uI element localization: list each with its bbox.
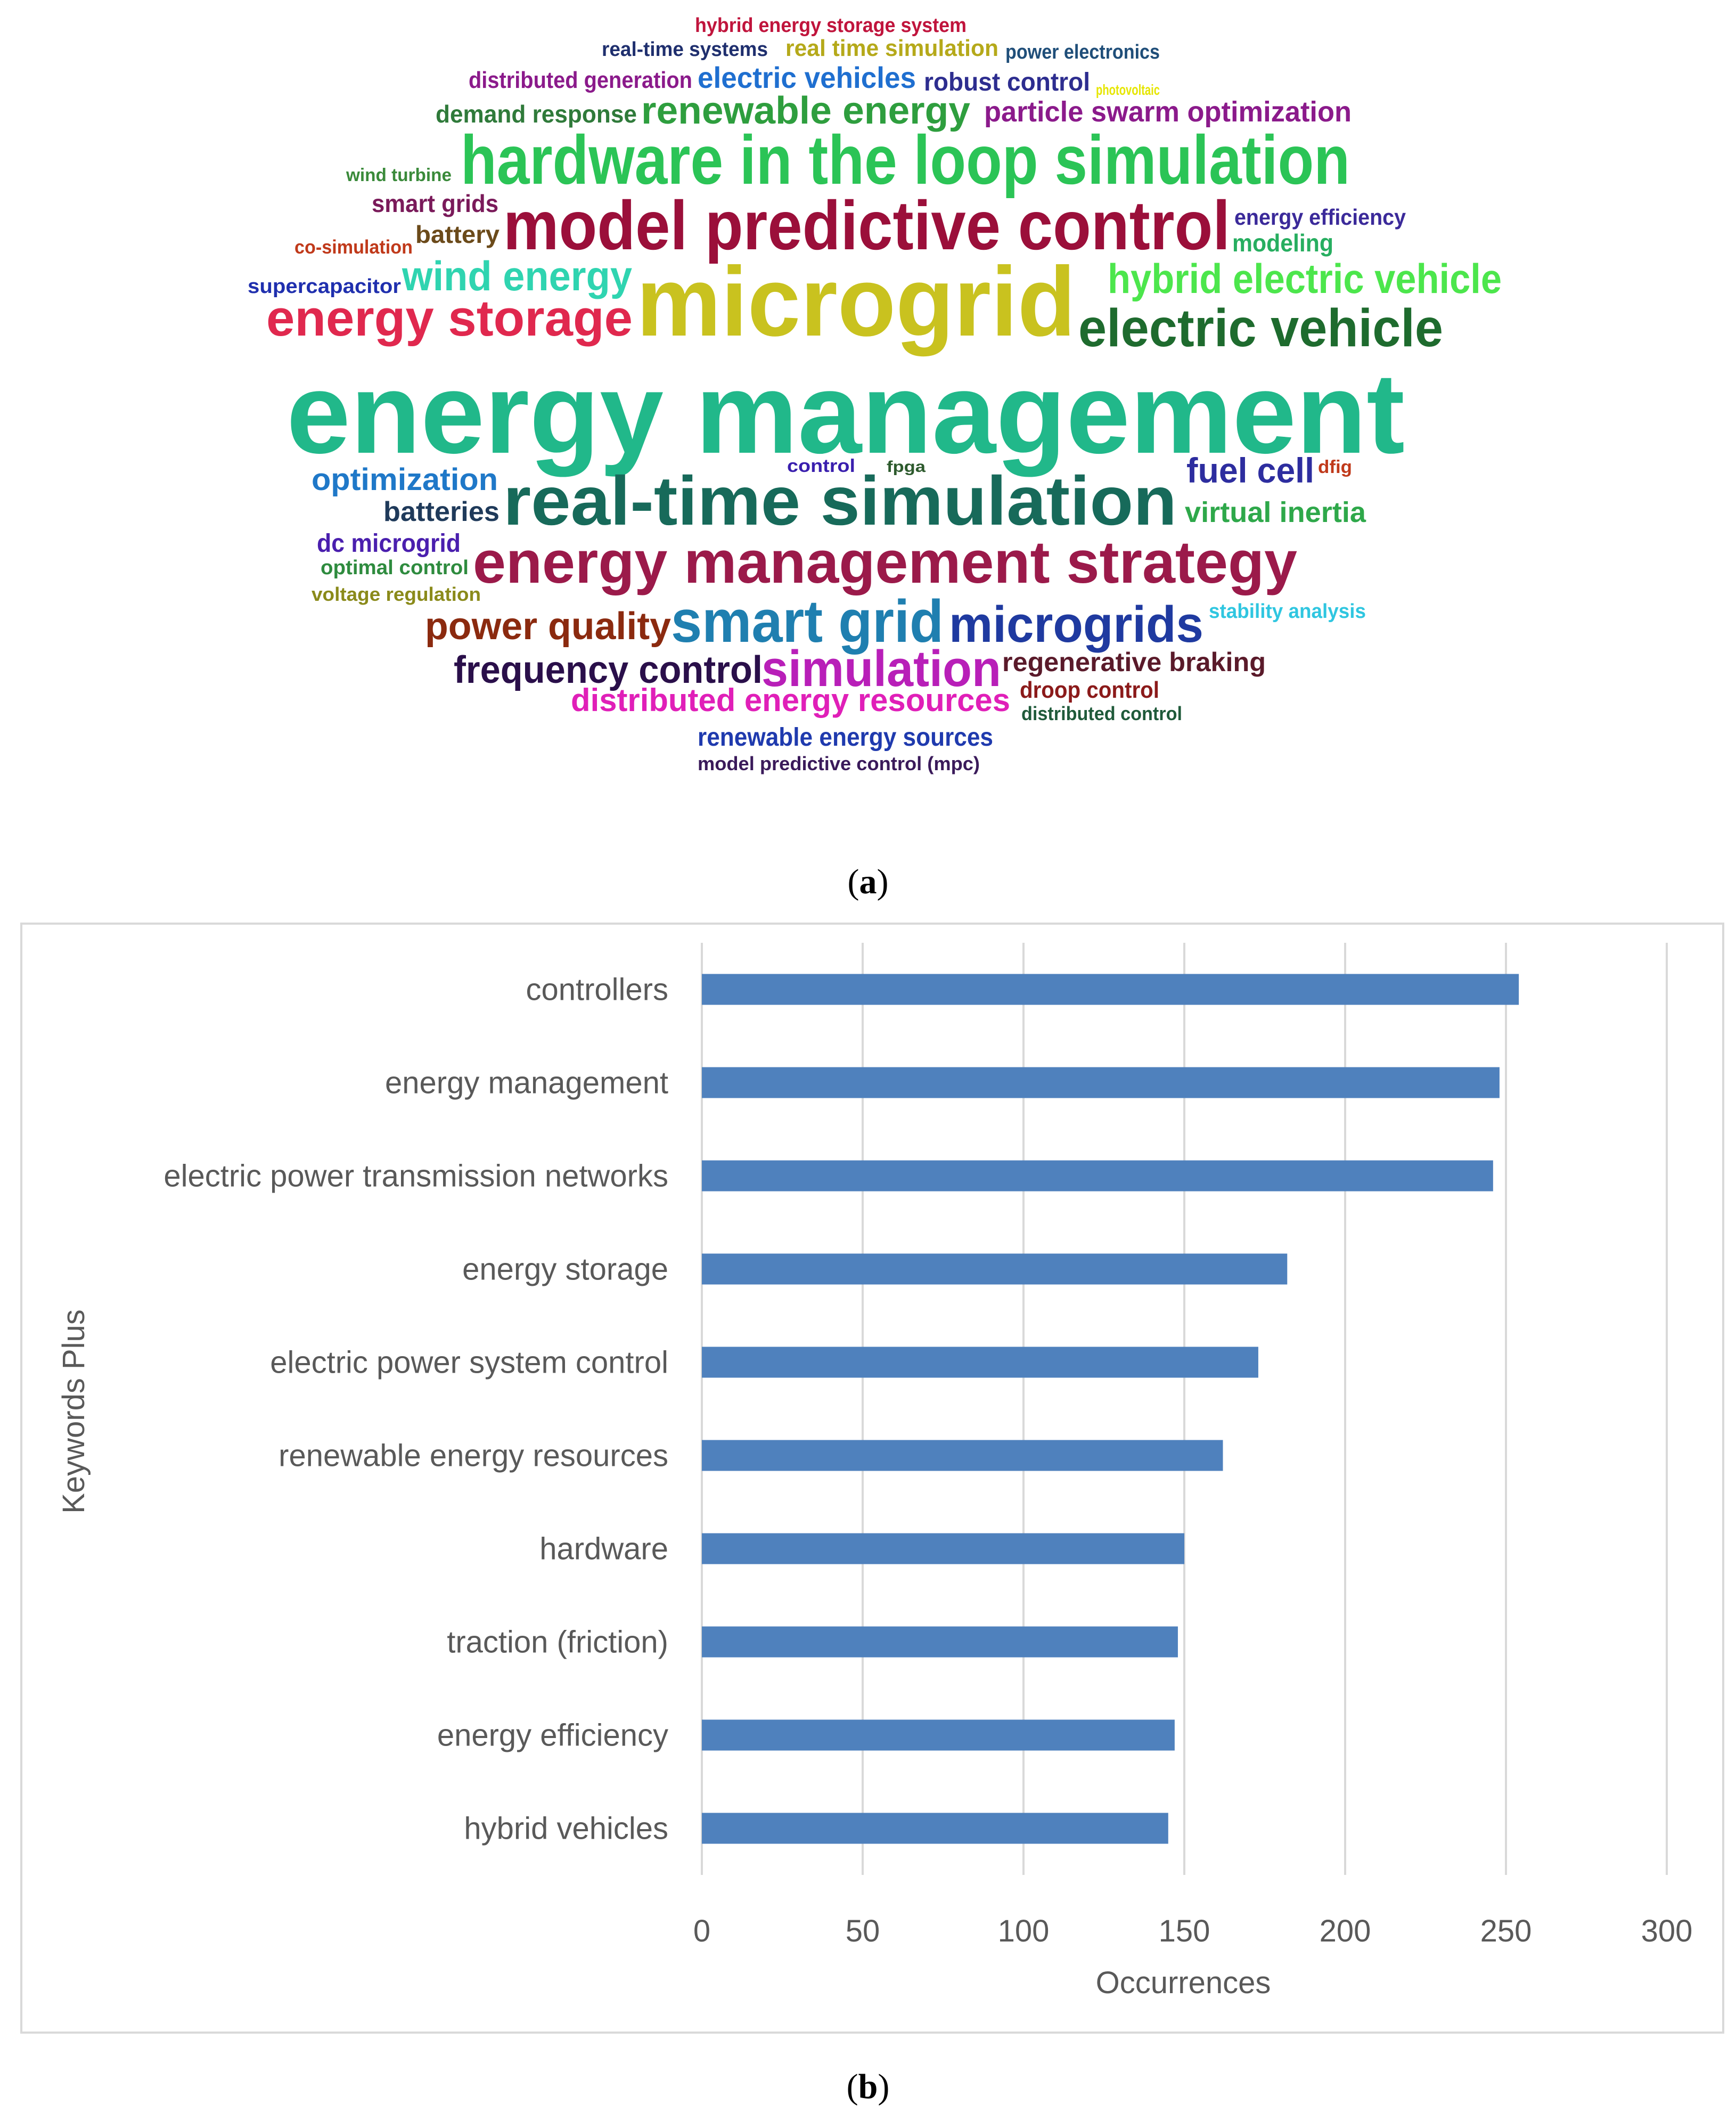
x-axis-title: Occurrences [1096,1965,1271,2000]
cloud-word-virtual-inertia: virtual inertia [1185,496,1366,528]
cloud-word-distributed-generation: distributed generation [469,67,692,93]
cloud-word-stability-analysis: stability analysis [1209,600,1366,623]
cloud-word-energy-storage: energy storage [266,290,633,347]
cloud-word-renewable-energy: renewable energy [641,89,970,132]
bar-controllers [702,974,1519,1005]
x-tick-label: 300 [1641,1914,1693,1948]
cloud-word-fpga: fpga [887,458,926,476]
cloud-word-power-quality: power quality [425,605,671,648]
x-tick-label: 250 [1480,1914,1532,1948]
x-tick-label: 200 [1320,1914,1371,1948]
cloud-word-smart-grid: smart grid [671,588,944,655]
cloud-word-regenerative-braking: regenerative braking [1002,647,1266,677]
cloud-word-real-time-simulation: real time simulation [785,35,998,61]
category-label-hardware: hardware [539,1532,668,1567]
bar-traction-friction [702,1626,1178,1658]
category-labels: controllers energy management electric pow… [163,973,668,1846]
cloud-word-distributed-energy-resources: distributed energy resources [571,682,1010,718]
cloud-word-renewable-energy-sources: renewable energy sources [698,723,993,752]
cloud-word-battery: battery [415,221,499,248]
cloud-word-modeling: modeling [1232,229,1333,257]
bar-electric-power-transmission-networks [702,1160,1493,1192]
category-label-electric-power-transmission-networks: electric power transmission networks [163,1159,668,1194]
cloud-word-supercapacitor: supercapacitor [248,275,401,298]
x-tick-label: 100 [998,1914,1050,1948]
caption-a-letter: a [859,862,877,901]
cloud-word-voltage-regulation: voltage regulation [312,583,481,605]
category-label-traction-friction: traction (friction) [447,1625,668,1660]
cloud-word-distributed-control: distributed control [1021,703,1182,724]
cloud-word-microgrids: microgrids [949,596,1203,653]
y-axis-title: Keywords Plus [56,1309,91,1514]
cloud-word-photovoltaic: photovoltaic [1096,81,1160,98]
cloud-word-dfig: dfig [1318,457,1352,477]
cloud-word-microgrid: microgrid [636,247,1076,357]
bar-chart-frame [20,923,1724,2034]
cloud-word-particle-swarm-optimization: particle swarm optimization [984,96,1352,128]
caption-a: (a) [847,862,889,901]
cloud-word-control: control [787,456,855,476]
cloud-word-model-predictive-control-mpc: model predictive control (mpc) [698,753,980,774]
category-label-electric-power-system-control: electric power system control [270,1345,668,1380]
cloud-word-wind-turbine: wind turbine [346,165,452,185]
bar-energy-efficiency [702,1719,1175,1751]
cloud-word-energy-management-strategy: energy management strategy [473,529,1297,595]
x-tick-label: 0 [693,1914,710,1948]
cloud-word-frequency-control: frequency control [454,649,763,691]
x-tick-labels: 0 50 100 150 200 250 300 [693,1914,1693,1948]
cloud-word-fuel-cell: fuel cell [1186,451,1314,490]
cloud-word-droop-control: droop control [1020,677,1159,703]
grid-lines [701,943,1668,1875]
bar-renewable-energy-resources [702,1440,1223,1471]
cloud-word-wind-energy: wind energy [402,252,632,299]
cloud-word-hybrid-electric-vehicle: hybrid electric vehicle [1108,255,1502,302]
cloud-word-optimal-control: optimal control [321,557,469,579]
cloud-word-optimization: optimization [312,462,498,497]
cloud-word-batteries: batteries [383,496,499,527]
caption-b-letter: b [858,2067,878,2106]
bars [702,974,1519,1844]
bar-energy-storage [702,1253,1288,1285]
category-label-controllers: controllers [526,973,668,1007]
bar-hardware [702,1533,1184,1564]
cloud-word-dc-microgrid: dc microgrid [317,529,461,558]
cloud-word-real-time-simulation: real-time simulation [503,462,1177,540]
cloud-word-simulation: simulation [761,640,1001,697]
cloud-word-power-electronics: power electronics [1005,41,1160,63]
cloud-word-electric-vehicles: electric vehicles [698,61,916,94]
category-label-energy-management: energy management [385,1066,668,1100]
category-label-energy-efficiency: energy efficiency [437,1718,668,1753]
cloud-word-energy-efficiency: energy efficiency [1234,205,1406,230]
cloud-word-robust-control: robust control [924,68,1090,96]
cloud-word-co-simulation: co-simulation [294,236,413,258]
cloud-word-model-predictive-control: model predictive control [503,186,1230,264]
bar-hybrid-vehicles [702,1813,1168,1844]
cloud-word-hardware-in-the-loop-simulation: hardware in the loop simulation [461,121,1350,199]
cloud-word-electric-vehicle: electric vehicle [1078,298,1443,358]
category-label-energy-storage: energy storage [462,1252,668,1287]
x-tick-label: 50 [846,1914,880,1948]
cloud-word-hybrid-energy-storage-system: hybrid energy storage system [695,14,967,37]
category-label-renewable-energy-resources: renewable energy resources [279,1439,668,1473]
x-tick-label: 150 [1159,1914,1210,1948]
cloud-word-energy-management: energy management [286,349,1405,477]
category-label-hybrid-vehicles: hybrid vehicles [464,1812,668,1846]
bar-energy-management [702,1067,1500,1098]
cloud-word-smart-grids: smart grids [372,190,498,217]
bar-electric-power-system-control [702,1347,1258,1378]
caption-b: (b) [846,2067,890,2106]
cloud-word-demand-response: demand response [436,100,637,128]
cloud-word-real-time-systems: real-time systems [602,38,768,61]
